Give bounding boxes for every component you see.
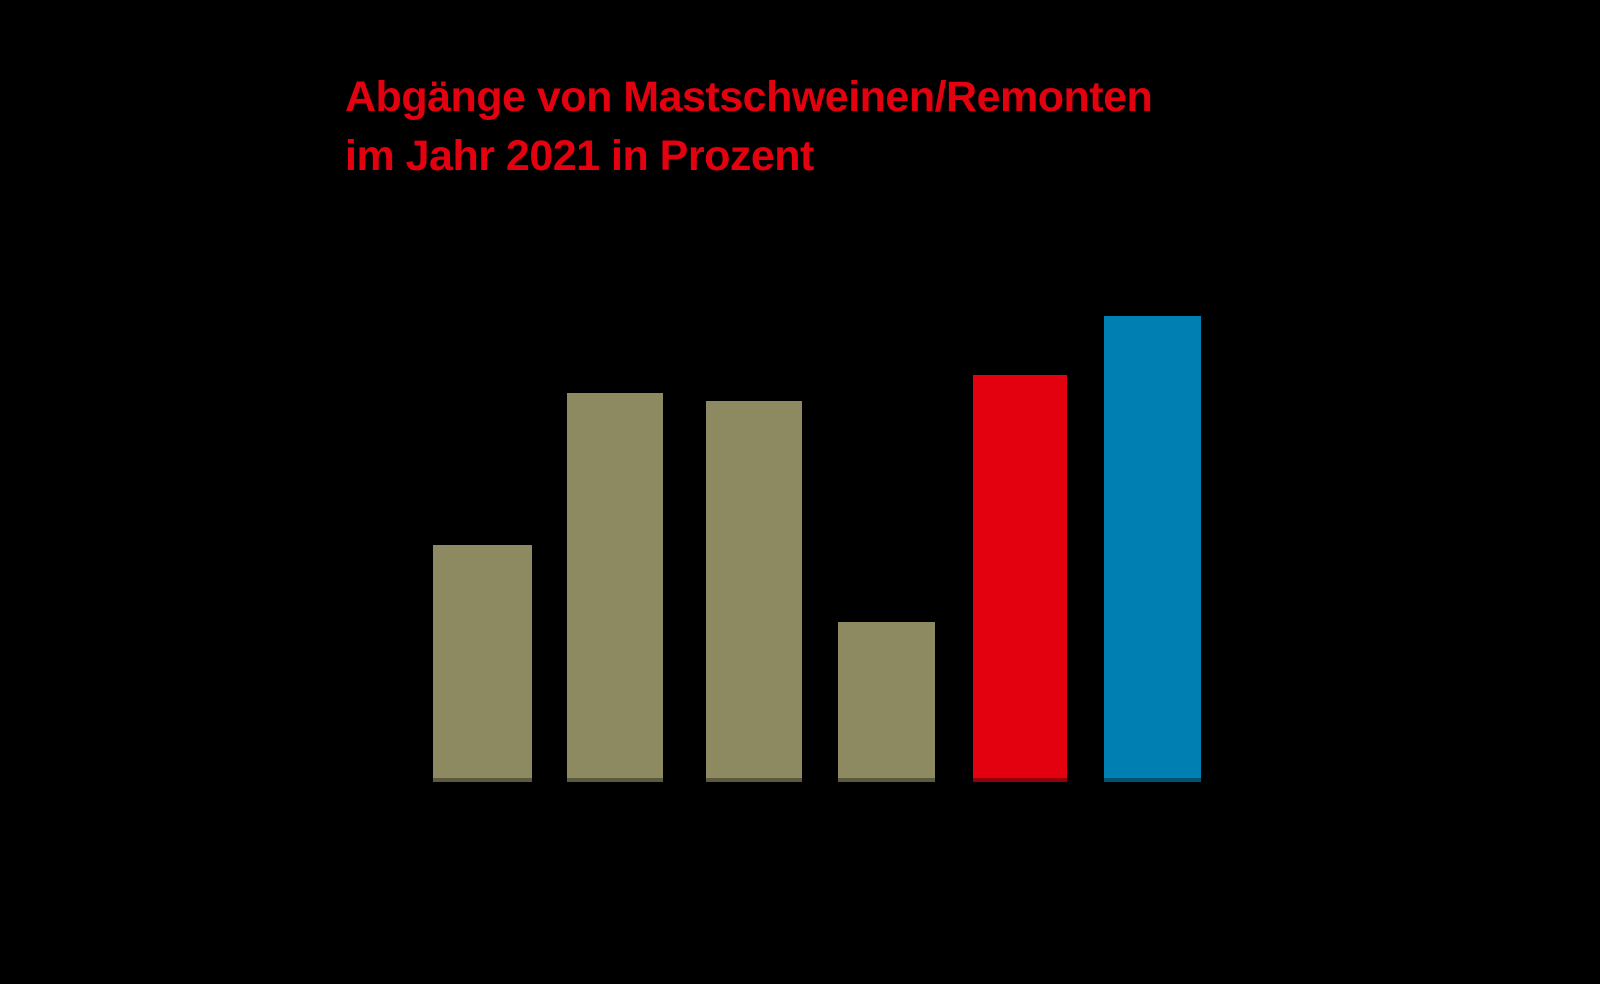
chart-title: Abgänge von Mastschweinen/Remonten im Ja… [345, 68, 1153, 186]
chart-title-line-2: im Jahr 2021 in Prozent [345, 132, 814, 180]
bar-2 [567, 393, 663, 782]
bar-6 [1104, 316, 1201, 782]
bar-3 [706, 401, 802, 782]
bar-1 [433, 545, 532, 782]
chart-title-line-1: Abgänge von Mastschweinen/Remonten [345, 73, 1153, 121]
bar-4 [838, 622, 935, 782]
bar-5 [973, 375, 1067, 782]
